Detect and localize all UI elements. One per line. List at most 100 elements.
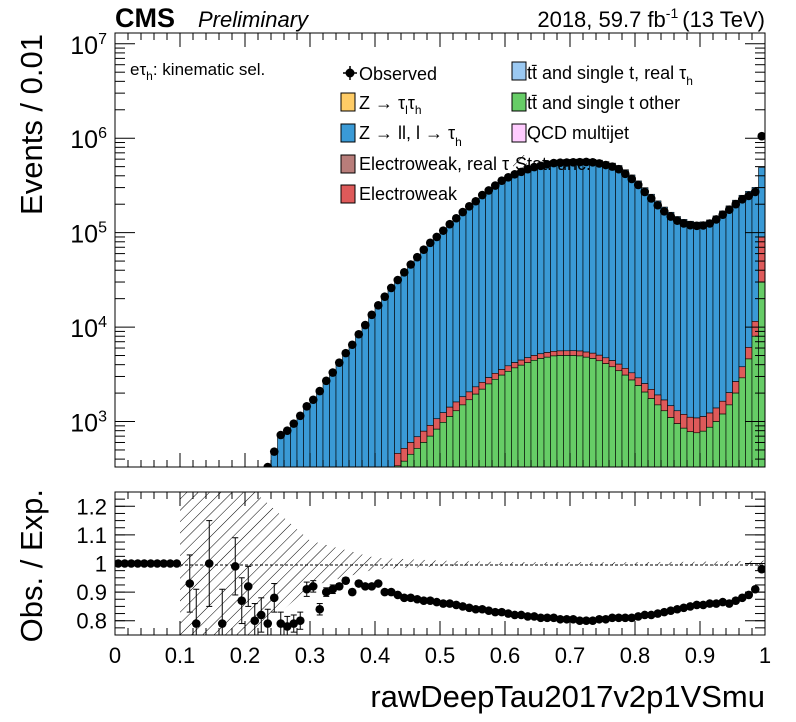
observed-point bbox=[263, 462, 273, 467]
bar-ew bbox=[504, 365, 512, 372]
bar-zll bbox=[446, 223, 454, 408]
stacked-histogram bbox=[264, 158, 765, 467]
bar-ew bbox=[725, 392, 733, 406]
bar-zll bbox=[537, 162, 545, 355]
y-tick-label: 107 bbox=[70, 31, 107, 60]
bar-zll bbox=[738, 194, 746, 368]
bar-ew bbox=[413, 436, 421, 449]
bar-ew bbox=[433, 418, 441, 430]
bar-zll bbox=[459, 211, 467, 398]
bar-zll bbox=[712, 215, 720, 409]
y-tick-label: 106 bbox=[70, 125, 107, 154]
bar-zll bbox=[680, 219, 688, 415]
legend-zll-swatch bbox=[340, 123, 356, 143]
ratio-point bbox=[731, 596, 741, 605]
bar-tt_other bbox=[725, 404, 733, 467]
bottom-y-axis-label: Obs. / Exp. bbox=[14, 489, 49, 642]
y-tick-label: 104 bbox=[70, 314, 107, 343]
ratio-point bbox=[380, 587, 390, 597]
bar-tt_other bbox=[563, 355, 571, 467]
observed-point bbox=[354, 329, 364, 339]
bottom-axes: 0.8 0.9 1 1.1 1.2 0 0.1 0.2 0.3 0.4 0.5 0.6 0.7 0.8 0.… bbox=[76, 491, 771, 668]
bar-tt_other bbox=[589, 358, 597, 467]
legend-tt-real-label: tt̄ and single t, real τh bbox=[527, 63, 693, 88]
observed-point bbox=[347, 340, 357, 350]
observed-point bbox=[458, 207, 468, 217]
ratio-y-tick-label: 1.1 bbox=[76, 523, 107, 548]
bar-zll bbox=[329, 372, 337, 467]
legend-ztautau-label: Z → τlτh bbox=[359, 93, 422, 117]
ratio-point bbox=[646, 610, 656, 620]
bar-zll bbox=[524, 166, 532, 359]
bar-zll bbox=[316, 390, 324, 467]
ratio-point bbox=[490, 607, 500, 617]
ratio-point bbox=[620, 613, 630, 623]
bar-tt_other bbox=[569, 355, 577, 467]
ratio-point bbox=[497, 607, 507, 617]
observed-point bbox=[399, 268, 409, 277]
ratio-point bbox=[230, 562, 240, 571]
bar-zll bbox=[387, 287, 395, 467]
bar-ew bbox=[628, 372, 636, 381]
bar-zll bbox=[530, 164, 538, 356]
observed-point bbox=[386, 283, 396, 293]
ratio-point bbox=[256, 610, 266, 620]
bar-tt_other bbox=[595, 360, 603, 467]
ratio-point bbox=[191, 619, 201, 628]
legend-ztautau-swatch bbox=[340, 92, 356, 112]
bar-tt_other bbox=[550, 355, 558, 467]
ratio-point bbox=[542, 613, 552, 623]
observed-point bbox=[341, 348, 351, 358]
ratio-point bbox=[146, 559, 156, 568]
bar-zll bbox=[556, 159, 564, 352]
legend-stat-unc bbox=[513, 155, 527, 173]
bar-zll bbox=[491, 184, 499, 374]
top-axes: 103 104 105 106 107 bbox=[70, 31, 766, 467]
ratio-point bbox=[367, 582, 377, 591]
observed-point bbox=[653, 200, 663, 210]
observed-point bbox=[711, 215, 721, 224]
ratio-point bbox=[698, 600, 708, 610]
bar-tt_other bbox=[738, 377, 746, 467]
bar-zll bbox=[381, 296, 389, 467]
observed-point bbox=[627, 174, 637, 184]
x-tick-label: 0.8 bbox=[620, 643, 651, 668]
bar-tt_other bbox=[511, 367, 519, 467]
bar-zll bbox=[472, 200, 480, 388]
observed-point bbox=[471, 196, 481, 206]
legend-zll-label: Z → ll, l → τh bbox=[359, 123, 462, 149]
observed-point bbox=[698, 221, 708, 230]
bar-ew bbox=[719, 400, 727, 415]
legend-zll-sub: h bbox=[455, 135, 462, 149]
observed-point bbox=[484, 186, 494, 195]
ratio-y-tick-label: 0.8 bbox=[76, 609, 107, 634]
ratio-point bbox=[685, 602, 695, 611]
ratio-point bbox=[321, 587, 331, 597]
legend-ztautau-mid: τ bbox=[408, 93, 415, 113]
ratio-point bbox=[302, 584, 312, 594]
observed-point bbox=[321, 376, 331, 386]
bar-tt_other bbox=[634, 385, 642, 467]
bar-tt_other bbox=[628, 379, 636, 467]
observed-point bbox=[295, 411, 305, 421]
bar-tt_other bbox=[751, 335, 759, 467]
ratio-point bbox=[250, 616, 260, 625]
observed-point bbox=[620, 169, 630, 179]
observed-point bbox=[490, 181, 500, 190]
bar-ew bbox=[439, 412, 447, 423]
observed-point bbox=[282, 426, 292, 435]
legend-observed-label: Observed bbox=[359, 64, 437, 84]
legend-qcd-label: QCD multijet bbox=[527, 123, 629, 143]
bar-ew bbox=[634, 377, 642, 386]
ratio-point bbox=[276, 619, 286, 628]
bar-tt_other bbox=[485, 383, 493, 467]
ratio-point bbox=[315, 604, 325, 614]
legend-ew-real-label: Electroweak, real τ bbox=[359, 154, 509, 174]
bar-ew bbox=[758, 236, 765, 283]
legend-ew-label: Electroweak bbox=[359, 184, 458, 204]
bar-ew bbox=[667, 405, 675, 418]
bar-tt_other bbox=[621, 374, 629, 467]
observed-point bbox=[542, 159, 552, 169]
x-tick-label: 0.3 bbox=[295, 643, 326, 668]
